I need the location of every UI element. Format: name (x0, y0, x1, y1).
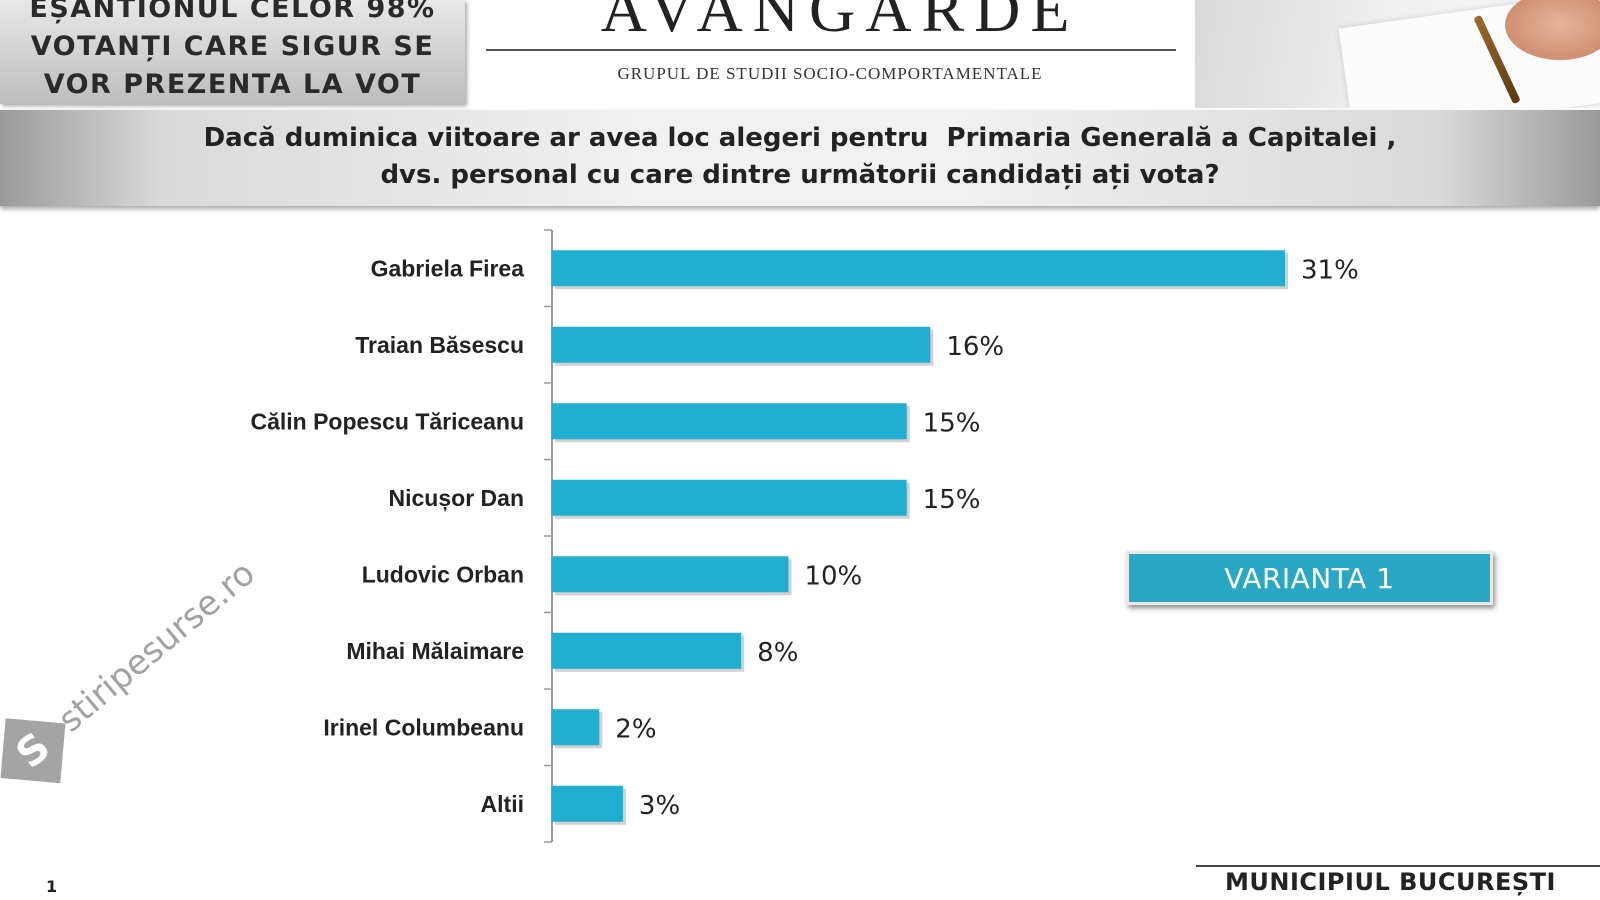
category-label: Ludovic Orban (362, 561, 524, 587)
category-label: Altii (481, 791, 524, 817)
page-number: 1 (46, 877, 58, 896)
data-label: 3% (639, 791, 680, 821)
data-label: 16% (946, 332, 1004, 362)
question-band: Dacă duminica viitoare ar avea loc alege… (0, 110, 1600, 206)
bar-0 (552, 250, 1285, 287)
question-line-1: Dacă duminica viitoare ar avea loc alege… (203, 123, 1397, 153)
bar-6 (552, 709, 600, 746)
avangarde-logo: AVANGARDE GRUPUL DE STUDII SOCIO-COMPORT… (480, 0, 1180, 104)
watermark-logo-icon: S (0, 718, 66, 784)
data-label: 10% (804, 561, 862, 591)
data-label: 8% (757, 638, 798, 668)
category-label: Gabriela Firea (371, 255, 525, 281)
question-line-2: dvs. personal cu care dintre următorii c… (380, 160, 1220, 190)
bar-1 (552, 326, 931, 363)
logo-subtitle: GRUPUL DE STUDII SOCIO-COMPORTAMENTALE (617, 64, 1043, 83)
bar-chart: Gabriela Firea 31% Traian Băsescu 16% Călin … (250, 229, 1359, 843)
sample-note-line-2: VOTANȚI CARE SIGUR SE (30, 31, 435, 62)
bar-7 (552, 785, 623, 822)
legend-variant-label: VARIANTA 1 (1126, 551, 1493, 605)
hand-image (1505, 0, 1600, 60)
footer-region-label: MUNICIPIUL BUCUREȘTI (1225, 868, 1556, 896)
data-label: 2% (615, 714, 656, 744)
data-label: 15% (923, 485, 981, 515)
bar-5 (552, 632, 742, 669)
bar-3 (552, 479, 907, 516)
bar-2 (552, 403, 907, 440)
sample-note-line-3: VOR PREZENTA LA VOT (43, 69, 422, 100)
sample-note-line-1: EȘANTIONUL CELOR 98% (29, 0, 436, 24)
category-label: Călin Popescu Tăriceanu (250, 408, 524, 434)
bar-4 (552, 556, 789, 593)
category-label: Irinel Columbeanu (323, 714, 524, 740)
logo-wordmark: AVANGARDE (600, 0, 1080, 45)
logo-divider (486, 49, 1176, 51)
footer-divider (1196, 865, 1600, 867)
category-label: Traian Băsescu (355, 332, 524, 358)
data-label: 15% (923, 408, 981, 438)
category-label: Mihai Mălaimare (346, 638, 524, 664)
category-label: Nicușor Dan (389, 485, 524, 512)
question-text: Dacă duminica viitoare ar avea loc alege… (0, 120, 1600, 194)
watermark-logo-letter: S (7, 723, 59, 778)
data-label: 31% (1301, 255, 1359, 285)
sample-note-box: EȘANTIONUL CELOR 98% VOTANȚI CARE SIGUR … (0, 0, 465, 104)
header-photo-hand-writing (1195, 0, 1600, 108)
